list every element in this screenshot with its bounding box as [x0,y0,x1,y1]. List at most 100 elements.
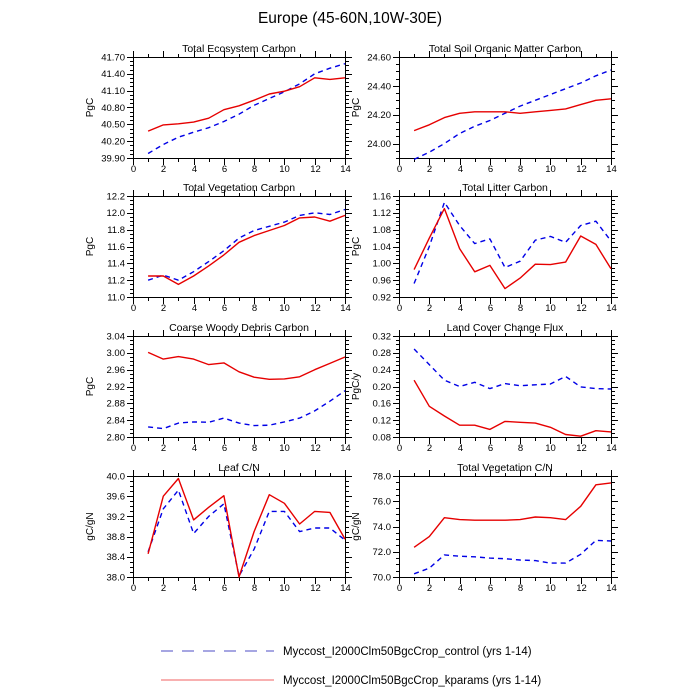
x-tick-label: 2 [427,443,432,454]
y-axis-label: PgC/y [351,373,362,400]
y-tick-label: 2.80 [107,432,126,443]
y-axis-label: PgC [85,237,96,256]
chart-total-soil-organic-matter-carbon: 0 2 4 6 8 10 12 14 24.00 24.20 24.40 24.60 Total Soi… [351,43,618,175]
x-tick-label: 4 [192,303,197,314]
x-tick-label: 8 [518,303,523,314]
x-tick-label: 4 [192,164,197,175]
y-tick-label: 40.0 [107,471,126,482]
x-tick-label: 0 [131,443,136,454]
x-tick-label: 12 [310,583,321,594]
y-axis-label: PgC [351,237,362,256]
x-tick-label: 14 [340,583,351,594]
legend-label-kparams: Myccost_I2000Clm50BgcCrop_kparams (yrs 1… [283,675,542,687]
y-tick-label: 24.00 [367,139,391,150]
x-tick-label: 0 [397,443,402,454]
x-tick-label: 8 [252,443,257,454]
x-tick-label: 6 [222,443,227,454]
y-tick-label: 24.40 [367,81,391,92]
y-tick-label: 2.84 [107,416,126,427]
y-tick-label: 11.6 [107,242,125,253]
chart-title: Coarse Woody Debris Carbon [169,322,309,334]
y-tick-label: 0.08 [373,432,392,443]
x-tick-label: 10 [279,443,290,454]
x-tick-label: 8 [518,443,523,454]
x-tick-label: 0 [397,164,402,175]
x-tick-label: 4 [192,443,197,454]
y-tick-label: 0.20 [373,382,392,393]
x-tick-label: 6 [488,164,493,175]
plot-box [399,57,612,159]
legend-line-control [161,650,274,652]
chart-title: Total Soil Organic Matter Carbon [429,43,581,55]
x-tick-label: 8 [518,164,523,175]
x-tick-label: 0 [397,583,402,594]
chart-title: Total Ecosystem Carbon [182,43,296,55]
chart-title: Total Vegetation C/N [457,462,553,474]
x-tick-label: 10 [279,303,290,314]
chart-title: Total Litter Carbon [462,182,548,194]
x-tick-label: 8 [518,583,523,594]
y-axis-label: PgC [85,98,96,117]
y-tick-label: 11.0 [107,292,125,303]
series-control-line [147,489,346,577]
y-tick-label: 0.32 [373,331,392,342]
x-tick-label: 2 [161,164,166,175]
y-axis-label: gC/gN [85,512,96,540]
x-tick-label: 8 [252,583,257,594]
x-tick-label: 2 [161,583,166,594]
chart-title: Land Cover Change Flux [447,322,564,334]
y-tick-label: 70.0 [373,572,392,583]
x-tick-label: 10 [279,164,290,175]
y-tick-label: 38.8 [107,532,126,543]
x-tick-label: 4 [458,583,463,594]
y-tick-label: 39.90 [101,153,125,164]
x-tick-label: 2 [427,164,432,175]
x-tick-label: 12 [576,164,587,175]
legend-label-control: Myccost_I2000Clm50BgcCrop_control (yrs 1… [283,646,532,658]
x-tick-label: 6 [222,303,227,314]
y-tick-label: 1.16 [373,191,392,202]
x-tick-label: 12 [310,303,321,314]
plot-box [133,336,346,438]
y-tick-label: 3.04 [107,331,126,342]
x-tick-label: 2 [161,303,166,314]
plot-box [133,196,346,298]
series-kparams-line [148,214,346,286]
series-control-line [413,348,612,390]
x-tick-label: 4 [458,443,463,454]
series-kparams-line [147,77,346,132]
x-tick-label: 10 [545,303,556,314]
series-kparams-line [413,207,612,290]
x-tick-label: 6 [222,164,227,175]
y-tick-label: 0.96 [373,276,392,287]
y-tick-label: 39.6 [107,492,126,503]
x-tick-label: 4 [458,303,463,314]
series-kparams-line [147,477,346,578]
x-tick-label: 0 [131,583,136,594]
series-control-line [147,63,346,155]
x-tick-label: 2 [427,583,432,594]
y-tick-label: 1.00 [373,259,392,270]
series-control-line [148,390,346,430]
x-tick-label: 4 [458,164,463,175]
y-tick-label: 11.4 [107,259,125,270]
y-tick-label: 41.40 [101,69,125,80]
x-tick-label: 12 [310,164,321,175]
chart-total-vegetation-carbon: 0 2 4 6 8 10 12 14 11.0 11.2 11.4 11.6 11.8 12.0 12.2 T… [85,182,352,314]
y-tick-label: 78.0 [373,471,392,482]
x-tick-label: 14 [340,303,351,314]
y-tick-label: 74.0 [373,522,392,533]
y-tick-label: 0.28 [373,348,392,359]
y-tick-label: 1.08 [373,225,392,236]
y-tick-label: 0.12 [373,416,392,427]
y-tick-label: 12.0 [107,208,126,219]
legend-line-kparams [161,679,274,681]
x-tick-label: 12 [576,443,587,454]
x-tick-label: 12 [576,303,587,314]
chart-leaf-c-n: 0 2 4 6 8 10 12 14 38.0 38.4 38.8 39.2 39.6 40.0 Leaf … [85,462,352,594]
y-tick-label: 0.92 [373,292,392,303]
x-tick-label: 6 [222,583,227,594]
y-tick-label: 2.96 [107,365,126,376]
chart-total-ecosystem-carbon: 0 2 4 6 8 10 12 14 39.90 40.20 40.50 40.80 41.10 41.4… [85,43,352,175]
series-control-line [413,69,612,161]
